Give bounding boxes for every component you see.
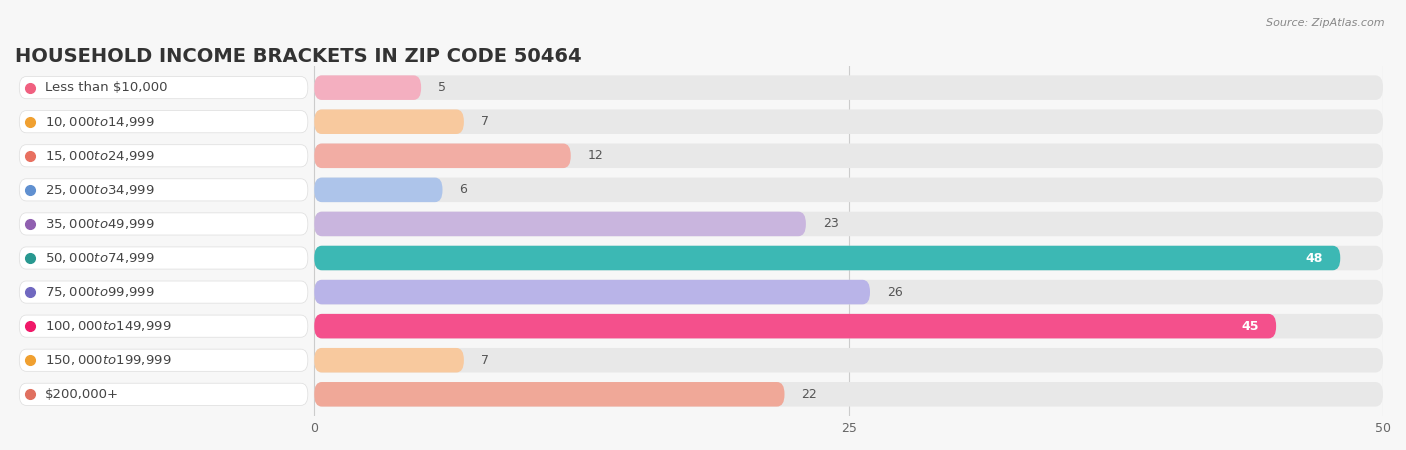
Text: $75,000 to $99,999: $75,000 to $99,999 bbox=[45, 285, 155, 299]
FancyBboxPatch shape bbox=[315, 348, 1384, 373]
FancyBboxPatch shape bbox=[20, 111, 308, 133]
FancyBboxPatch shape bbox=[315, 246, 1384, 270]
FancyBboxPatch shape bbox=[315, 144, 571, 168]
Text: Source: ZipAtlas.com: Source: ZipAtlas.com bbox=[1267, 18, 1385, 28]
Text: Less than $10,000: Less than $10,000 bbox=[45, 81, 167, 94]
FancyBboxPatch shape bbox=[20, 213, 308, 235]
FancyBboxPatch shape bbox=[20, 281, 308, 303]
FancyBboxPatch shape bbox=[20, 145, 308, 167]
Text: 7: 7 bbox=[481, 115, 489, 128]
FancyBboxPatch shape bbox=[20, 383, 308, 405]
Text: 22: 22 bbox=[801, 388, 817, 401]
Text: $100,000 to $149,999: $100,000 to $149,999 bbox=[45, 319, 172, 333]
FancyBboxPatch shape bbox=[20, 76, 308, 99]
Text: $35,000 to $49,999: $35,000 to $49,999 bbox=[45, 217, 155, 231]
FancyBboxPatch shape bbox=[20, 315, 308, 337]
FancyBboxPatch shape bbox=[20, 247, 308, 269]
FancyBboxPatch shape bbox=[315, 212, 1384, 236]
FancyBboxPatch shape bbox=[20, 179, 308, 201]
FancyBboxPatch shape bbox=[315, 178, 443, 202]
FancyBboxPatch shape bbox=[315, 76, 1384, 100]
Text: $25,000 to $34,999: $25,000 to $34,999 bbox=[45, 183, 155, 197]
FancyBboxPatch shape bbox=[315, 246, 1340, 270]
FancyBboxPatch shape bbox=[315, 280, 870, 304]
FancyBboxPatch shape bbox=[315, 212, 806, 236]
FancyBboxPatch shape bbox=[315, 144, 1384, 168]
Text: $10,000 to $14,999: $10,000 to $14,999 bbox=[45, 115, 155, 129]
Text: 12: 12 bbox=[588, 149, 603, 162]
FancyBboxPatch shape bbox=[315, 348, 464, 373]
FancyBboxPatch shape bbox=[315, 382, 785, 406]
Text: HOUSEHOLD INCOME BRACKETS IN ZIP CODE 50464: HOUSEHOLD INCOME BRACKETS IN ZIP CODE 50… bbox=[15, 46, 582, 66]
Text: 23: 23 bbox=[823, 217, 839, 230]
Text: $200,000+: $200,000+ bbox=[45, 388, 120, 401]
FancyBboxPatch shape bbox=[20, 349, 308, 371]
Text: $50,000 to $74,999: $50,000 to $74,999 bbox=[45, 251, 155, 265]
Text: 6: 6 bbox=[460, 183, 467, 196]
Text: 7: 7 bbox=[481, 354, 489, 367]
FancyBboxPatch shape bbox=[315, 314, 1277, 338]
Text: 26: 26 bbox=[887, 286, 903, 299]
Text: 5: 5 bbox=[439, 81, 446, 94]
FancyBboxPatch shape bbox=[315, 178, 1384, 202]
Text: 48: 48 bbox=[1306, 252, 1323, 265]
Text: 45: 45 bbox=[1241, 320, 1258, 333]
FancyBboxPatch shape bbox=[315, 76, 422, 100]
FancyBboxPatch shape bbox=[315, 109, 464, 134]
FancyBboxPatch shape bbox=[315, 314, 1384, 338]
Text: $150,000 to $199,999: $150,000 to $199,999 bbox=[45, 353, 172, 367]
FancyBboxPatch shape bbox=[315, 280, 1384, 304]
Text: $15,000 to $24,999: $15,000 to $24,999 bbox=[45, 149, 155, 163]
FancyBboxPatch shape bbox=[315, 109, 1384, 134]
FancyBboxPatch shape bbox=[315, 382, 1384, 406]
